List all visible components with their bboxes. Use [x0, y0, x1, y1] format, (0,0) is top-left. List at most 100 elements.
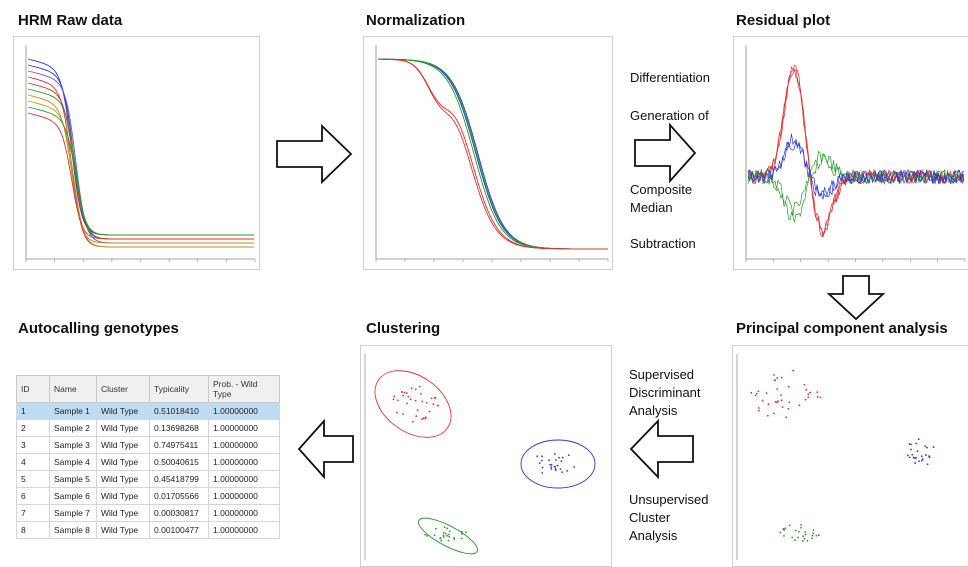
- pca-blue-point: [924, 445, 926, 447]
- pca-blue-point: [920, 459, 923, 462]
- pca-green-point: [815, 534, 818, 537]
- pca-blue-point: [920, 455, 923, 458]
- cell-cluster: Wild Type: [96, 487, 150, 505]
- pca-red-point: [765, 392, 768, 394]
- raw-data-plot: [13, 36, 260, 270]
- pca-red-point: [803, 383, 806, 386]
- pca-red-point: [807, 393, 810, 396]
- table-row[interactable]: 3 Sample 3 Wild Type 0.74975411 1.000000…: [16, 436, 280, 454]
- pca-blue-point: [921, 458, 924, 461]
- red-cluster-point: [421, 418, 423, 421]
- red-cluster-ellipse: [374, 370, 452, 438]
- blue-cluster-point: [561, 471, 564, 474]
- pca-blue-point: [917, 438, 920, 441]
- pca-green-point: [783, 529, 786, 531]
- pca-green-point: [806, 539, 809, 542]
- green-cluster-point: [433, 534, 436, 537]
- cell-name: Sample 6: [49, 487, 97, 505]
- red-cluster-point: [415, 415, 418, 418]
- blue-cluster-point: [541, 459, 543, 462]
- arrow-left-2-icon: [297, 418, 354, 480]
- red-cluster-point: [402, 394, 405, 397]
- green-cluster-point: [453, 538, 456, 541]
- green-cluster-point: [447, 533, 450, 536]
- cell-typicality: 0.74975411: [149, 436, 209, 454]
- table-row[interactable]: 6 Sample 6 Wild Type 0.01705566 1.000000…: [16, 487, 280, 505]
- table-row[interactable]: 2 Sample 2 Wild Type 0.13698268 1.000000…: [16, 419, 280, 437]
- pca-green-point: [800, 526, 802, 529]
- cell-cluster: Wild Type: [96, 419, 150, 437]
- raw-melt-curve: [27, 64, 254, 240]
- blue-cluster-point: [567, 454, 570, 457]
- pca-red-point: [776, 401, 778, 404]
- pca-blue-point: [908, 443, 911, 445]
- cell-name: Sample 4: [49, 453, 97, 471]
- pca-red-point: [776, 377, 779, 379]
- pca-green-point: [788, 524, 791, 527]
- header-cluster[interactable]: Cluster: [96, 375, 150, 403]
- cell-cluster: Wild Type: [96, 436, 150, 454]
- pca-red-point: [780, 399, 783, 402]
- green-cluster-point: [442, 532, 445, 534]
- pca-green-point: [800, 523, 803, 526]
- green-cluster-point: [424, 533, 427, 536]
- table-row[interactable]: 1 Sample 1 Wild Type 0.51018410 1.000000…: [16, 402, 280, 420]
- residual-curve: [747, 139, 965, 200]
- pca-blue-point: [910, 448, 912, 451]
- red-cluster-point: [428, 410, 431, 413]
- pca-blue-point: [926, 463, 929, 466]
- blue-cluster-point: [541, 455, 543, 458]
- table-row[interactable]: 4 Sample 4 Wild Type 0.50040615 1.000000…: [16, 453, 280, 471]
- pca-red-point: [807, 396, 810, 399]
- cell-typicality: 0.00100477: [149, 521, 209, 539]
- green-cluster-point: [443, 526, 446, 529]
- blue-cluster-point: [541, 472, 544, 474]
- header-typicality[interactable]: Typicality: [149, 375, 209, 403]
- pca-green-point: [812, 529, 815, 531]
- table-row[interactable]: 5 Sample 5 Wild Type 0.45418799 1.000000…: [16, 470, 280, 488]
- cell-cluster: Wild Type: [96, 453, 150, 471]
- pca-red-point: [787, 407, 790, 410]
- normalization-svg: [375, 45, 609, 262]
- analysis-label-1: Analysis: [629, 403, 678, 418]
- arrow-right-2-icon: [634, 122, 697, 184]
- cell-id: 8: [16, 521, 50, 539]
- header-id[interactable]: ID: [16, 375, 50, 403]
- cell-id: 4: [16, 453, 50, 471]
- blue-cluster-point: [549, 464, 551, 466]
- cell-id: 3: [16, 436, 50, 454]
- pca-green-point: [794, 539, 796, 541]
- table-row[interactable]: 8 Sample 8 Wild Type 0.00100477 1.000000…: [16, 521, 280, 539]
- pca-red-point: [757, 407, 760, 409]
- pca-green-point: [798, 530, 800, 533]
- cell-name: Sample 8: [49, 521, 97, 539]
- cell-cluster: Wild Type: [96, 470, 150, 488]
- pca-plot: [732, 345, 968, 567]
- residual-curve: [747, 150, 965, 223]
- cell-prob: 1.00000000: [208, 487, 280, 505]
- red-cluster-point: [414, 388, 417, 391]
- pca-blue-point: [916, 450, 919, 453]
- cell-name: Sample 3: [49, 436, 97, 454]
- red-cluster-point: [409, 398, 412, 401]
- pca-green-point: [802, 535, 805, 538]
- pca-red-point: [750, 391, 753, 394]
- pca-blue-point: [912, 456, 915, 459]
- residual-curve: [747, 68, 965, 238]
- green-cluster-point: [446, 534, 448, 537]
- pca-red-point: [816, 391, 819, 393]
- pca-red-point: [780, 376, 783, 379]
- arrow-left-1-icon: [629, 418, 694, 480]
- table-row[interactable]: 7 Sample 7 Wild Type 0.00030817 1.000000…: [16, 504, 280, 522]
- pca-green-point: [804, 533, 807, 536]
- pca-red-point: [809, 391, 812, 394]
- raw-data-svg: [25, 45, 256, 262]
- header-name[interactable]: Name: [49, 375, 97, 403]
- pca-green-point: [801, 540, 804, 542]
- green-cluster-point: [448, 535, 451, 538]
- pca-red-point: [773, 379, 776, 382]
- residual-curve: [747, 133, 965, 198]
- green-cluster-point: [460, 537, 463, 540]
- pca-green-point: [779, 531, 782, 534]
- header-prob-wild-type[interactable]: Prob. - Wild Type: [208, 375, 280, 403]
